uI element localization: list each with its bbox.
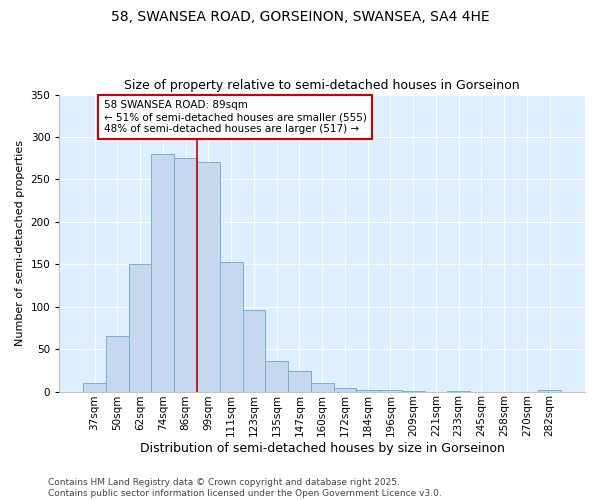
Text: 58, SWANSEA ROAD, GORSEINON, SWANSEA, SA4 4HE: 58, SWANSEA ROAD, GORSEINON, SWANSEA, SA… bbox=[110, 10, 490, 24]
Bar bbox=[197, 162, 220, 392]
Bar bbox=[242, 310, 265, 392]
Bar bbox=[151, 154, 174, 392]
Bar bbox=[334, 388, 356, 392]
Bar bbox=[129, 264, 151, 392]
X-axis label: Distribution of semi-detached houses by size in Gorseinon: Distribution of semi-detached houses by … bbox=[140, 442, 505, 455]
Bar bbox=[311, 383, 334, 392]
Bar bbox=[402, 390, 425, 392]
Bar bbox=[265, 361, 288, 392]
Title: Size of property relative to semi-detached houses in Gorseinon: Size of property relative to semi-detach… bbox=[124, 79, 520, 92]
Bar bbox=[448, 390, 470, 392]
Bar bbox=[220, 262, 242, 392]
Bar bbox=[83, 383, 106, 392]
Bar bbox=[106, 336, 129, 392]
Text: 58 SWANSEA ROAD: 89sqm
← 51% of semi-detached houses are smaller (555)
48% of se: 58 SWANSEA ROAD: 89sqm ← 51% of semi-det… bbox=[104, 100, 367, 134]
Text: Contains HM Land Registry data © Crown copyright and database right 2025.
Contai: Contains HM Land Registry data © Crown c… bbox=[48, 478, 442, 498]
Bar bbox=[174, 158, 197, 392]
Bar bbox=[379, 390, 402, 392]
Bar bbox=[356, 390, 379, 392]
Bar bbox=[288, 371, 311, 392]
Bar bbox=[538, 390, 561, 392]
Y-axis label: Number of semi-detached properties: Number of semi-detached properties bbox=[15, 140, 25, 346]
